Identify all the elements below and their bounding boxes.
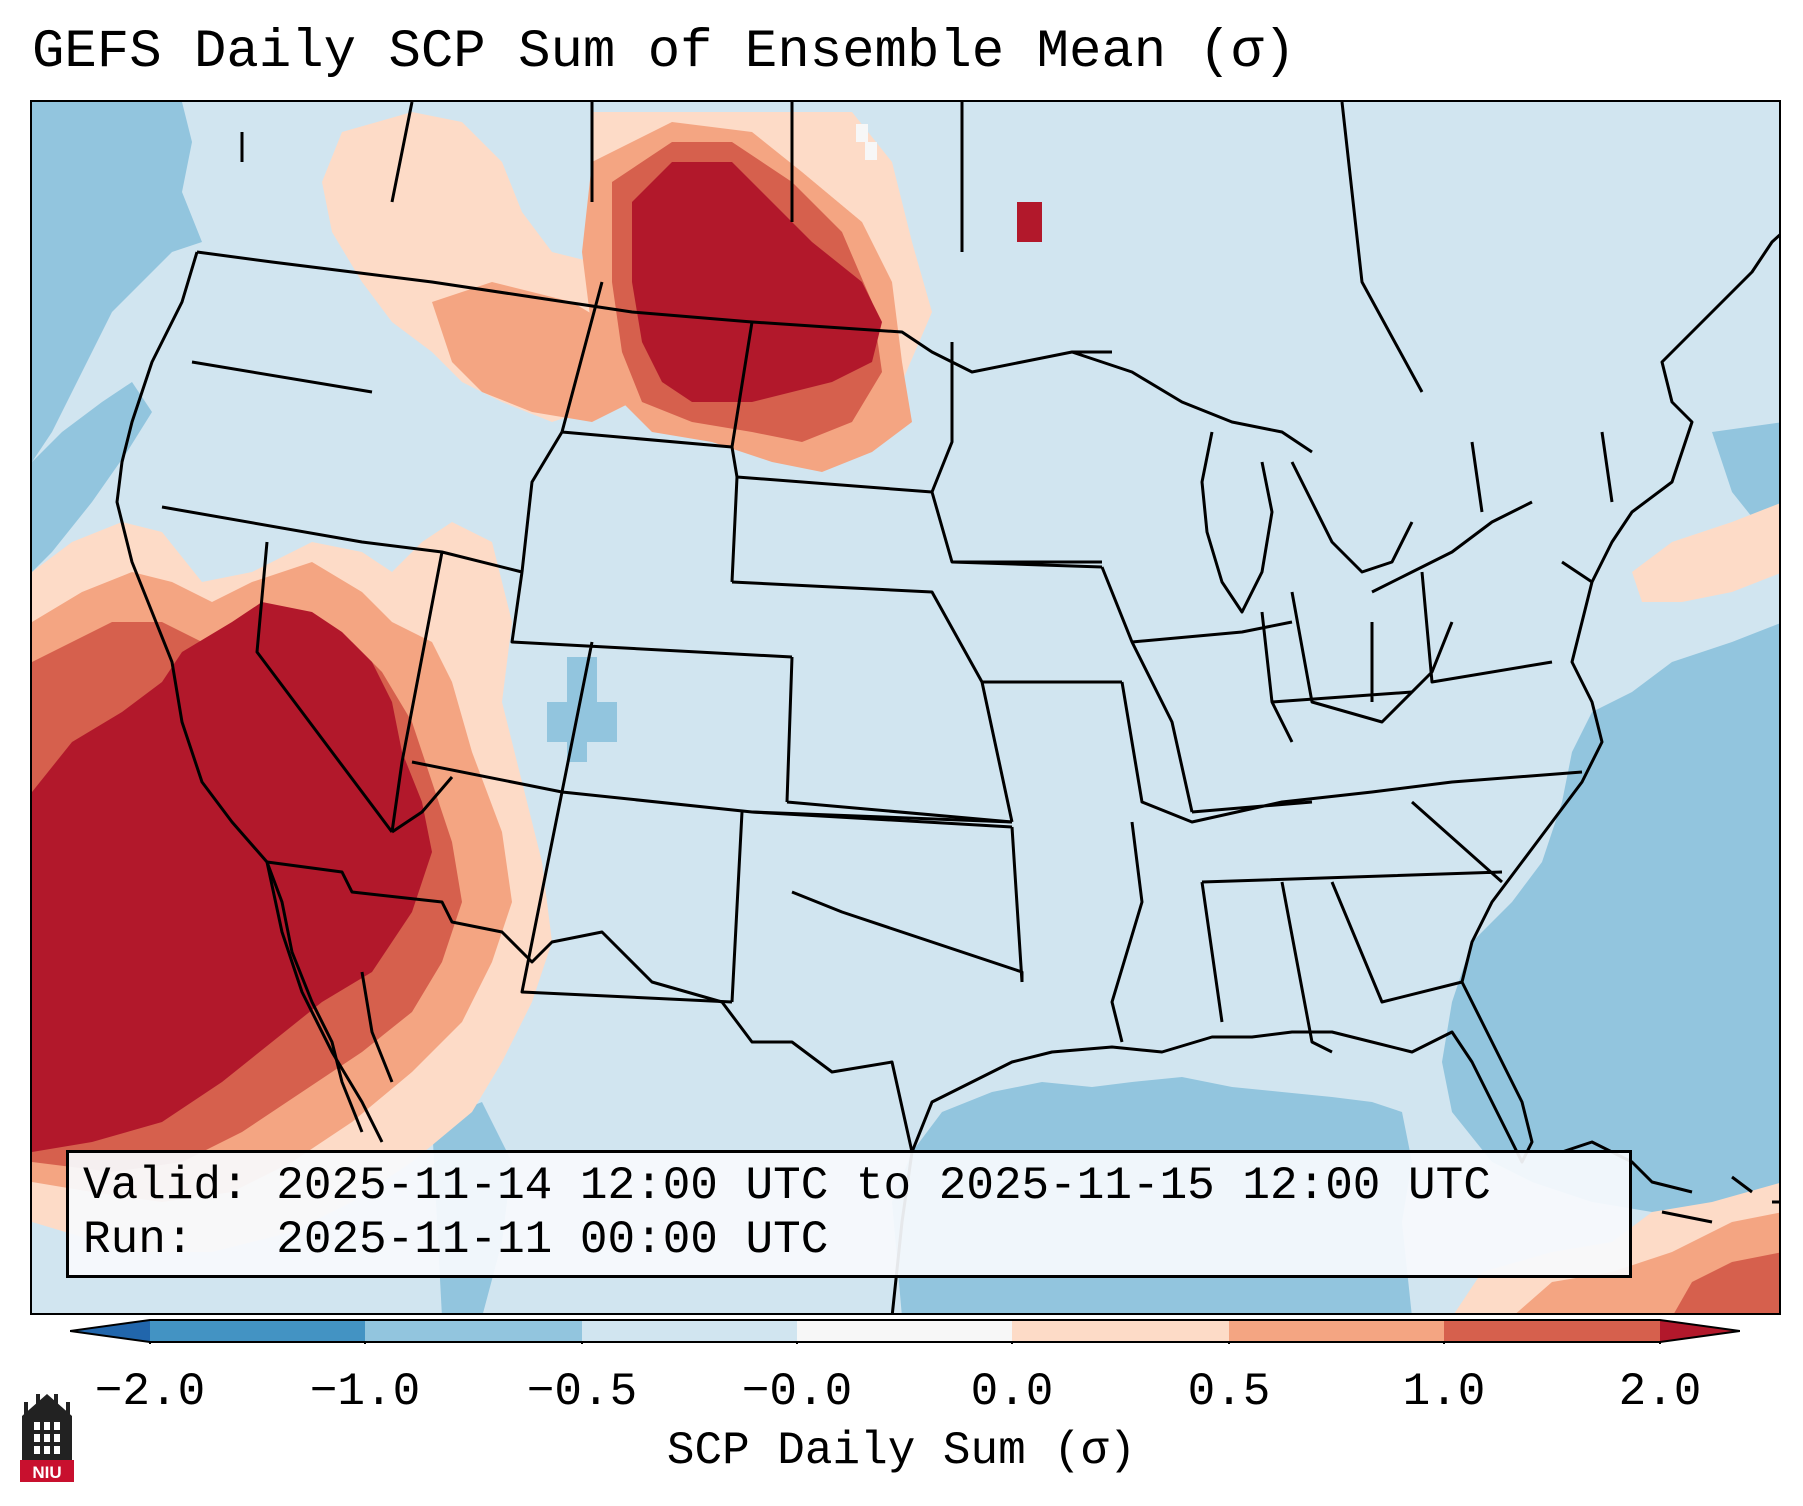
pacific-negative-field (32, 102, 202, 462)
colorbar-bin-1 (150, 1320, 365, 1342)
great-lakes-region-lines (1131, 611, 1413, 743)
plot-title: GEFS Daily SCP Sum of Ensemble Mean (σ) (32, 22, 1296, 83)
colorado-negative-spot (547, 657, 617, 762)
colorbar-bin-4 (797, 1320, 1012, 1342)
colorbar (70, 1319, 1740, 1344)
atlantic-coast (1460, 233, 1779, 983)
colorbar-over-arrow (1660, 1320, 1740, 1342)
valid-time-text: Valid: 2025-11-14 12:00 UTC to 2025-11-1… (83, 1160, 1491, 1212)
valid-run-info-box: Valid: 2025-11-14 12:00 UTC to 2025-11-1… (66, 1150, 1632, 1278)
colorbar-tick-label: 0.0 (970, 1366, 1054, 1418)
niu-logo: NIU (20, 1394, 74, 1482)
run-time-text: Run: 2025-11-11 00:00 UTC (83, 1214, 829, 1266)
colorbar-title: SCP Daily Sum (σ) (666, 1425, 1137, 1477)
ontario-darkred-spot (1017, 202, 1042, 242)
map-panel (30, 100, 1781, 1315)
colorbar-tick-label: −2.0 (94, 1366, 206, 1418)
colorbar-tick-label: 2.0 (1618, 1366, 1702, 1418)
colorbar-tick-marks (149, 1342, 1661, 1344)
colorbar-bin-2 (365, 1320, 582, 1342)
great-lakes (1071, 350, 1533, 614)
colorbar-bin-3 (582, 1320, 797, 1342)
colorbar-tick-label: 1.0 (1402, 1366, 1486, 1418)
colorbar-bin-6 (1229, 1320, 1444, 1342)
saskatchewan-white-spot (856, 124, 877, 160)
us-mexico-border (266, 860, 914, 1153)
atlantic-negative-field (1442, 623, 1779, 1212)
baja-california (265, 861, 394, 1143)
map-svg (32, 102, 1779, 1313)
political-boundaries (115, 102, 1779, 1313)
colorbar-under-arrow (70, 1320, 150, 1342)
logo-text: NIU (32, 1463, 61, 1482)
gulf-coast (910, 981, 1534, 1164)
colorbar-tick-label: 0.5 (1187, 1366, 1271, 1418)
colorbar-tick-label: −0.5 (526, 1366, 638, 1418)
logo-windows (34, 1422, 60, 1454)
logo-tower-spires (24, 1394, 70, 1416)
west-coast (115, 251, 364, 1133)
canada-provincial-lines (240, 102, 1424, 393)
colorbar-tick-label: −1.0 (309, 1366, 421, 1418)
caribbean-red-positive (1674, 1252, 1779, 1313)
west-darkred-positive (32, 602, 432, 1152)
logo-badge (20, 1460, 74, 1482)
atlantic-light-positive (1632, 503, 1779, 602)
pacific-negative-field-2 (32, 382, 152, 572)
state-lines-central (560, 281, 1122, 983)
colorbar-bin-5 (1012, 1320, 1229, 1342)
dakotas-darkred-positive (632, 162, 882, 402)
northeast-negative-field (1712, 422, 1779, 522)
colorbar-bin-7 (1444, 1320, 1660, 1342)
state-lines-east (1100, 431, 1614, 1054)
caribbean-islands (1561, 1140, 1779, 1224)
colorbar-tick-label: −0.0 (741, 1366, 853, 1418)
